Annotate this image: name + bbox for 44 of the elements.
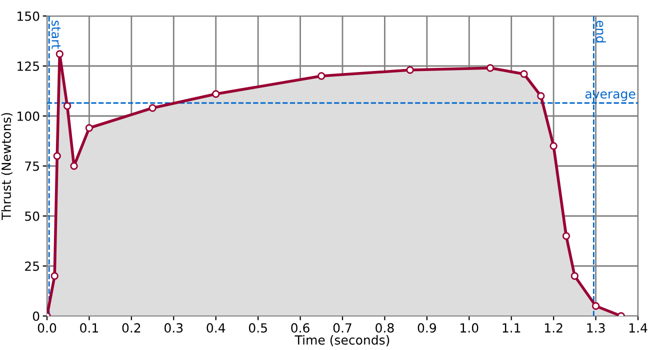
point [148,104,156,112]
x-tick-label: 1.1 [502,323,520,332]
point [212,90,220,98]
x-tick-label: 1.4 [629,323,648,332]
y-tick-label: 0 [32,311,40,321]
y-tick-label: 125 [18,61,39,71]
x-tick-label: 0.3 [164,323,183,333]
x-tick-label: 0.4 [206,323,226,333]
x-tick-label: 0.6 [291,323,310,333]
y-axis-title: Thrust (Newtons) [1,113,12,220]
point [562,232,570,240]
x-tick-label: 0.5 [248,323,267,333]
x-tick-label: 1.3 [587,323,605,333]
point [85,124,94,132]
x-tick-label: 0.2 [122,323,140,333]
ref-line-label: start [52,20,60,49]
point [520,70,528,78]
y-tick-label: 50 [25,211,40,221]
y-tick-label: 75 [25,162,39,171]
x-tick-label: 1.0 [460,323,478,333]
y-tick-label: 150 [18,11,40,21]
x-tick-label: 0.9 [418,323,436,333]
point [537,92,545,100]
x-tick-label: 0.7 [333,323,352,333]
ref-line-label: average [585,91,636,101]
y-tick-label: 100 [18,111,40,121]
point [53,152,61,160]
point [570,272,578,280]
point [550,142,558,150]
x-tick-label: 0.0 [38,323,56,333]
point [486,64,494,72]
x-axis-title: Time (seconds) [294,335,390,346]
x-tick-label: 1.2 [545,323,562,332]
ref-line-label: end [596,20,606,42]
point [56,50,64,58]
point [50,272,58,280]
point [318,72,326,80]
x-tick-label: 0.8 [376,323,394,333]
x-tick-label: 0.1 [80,323,98,333]
point [592,302,600,310]
point [63,102,72,110]
y-tick-label: 25 [25,261,39,271]
point [406,66,414,74]
point [70,162,78,170]
